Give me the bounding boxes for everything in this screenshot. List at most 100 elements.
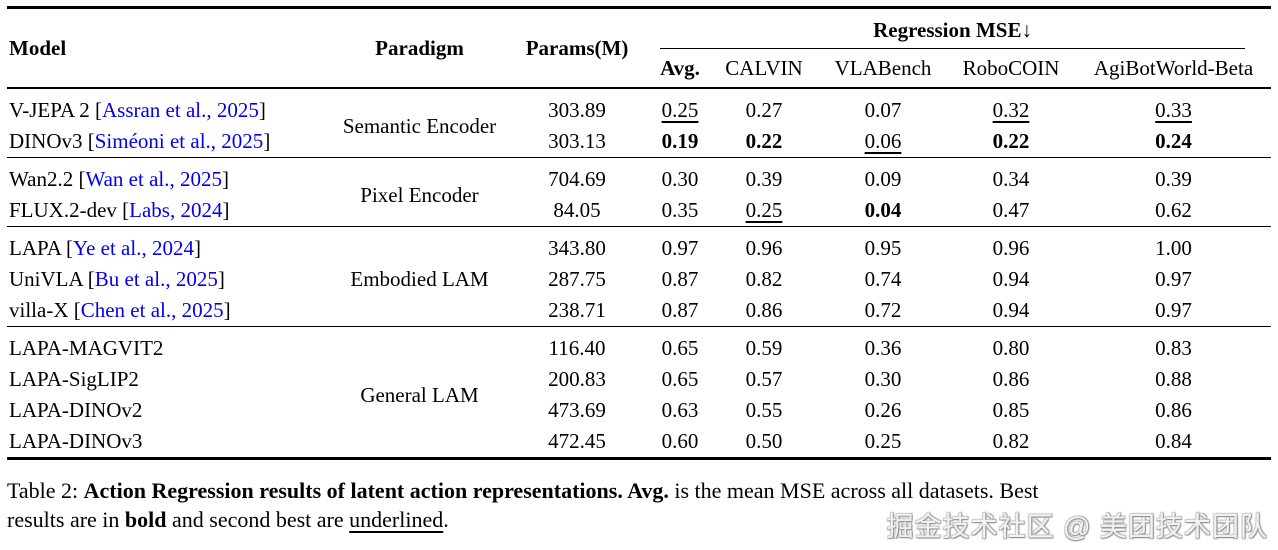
citation-link[interactable]: Chen et al., 2025 <box>80 298 224 322</box>
table-row: UniVLA [Bu et al., 2025] 287.75 0.87 0.8… <box>7 264 1271 295</box>
caption-text: results are in <box>7 507 125 532</box>
mse-value-cell: 0.97 <box>1155 267 1192 291</box>
mse-value-cell: 0.30 <box>864 367 902 391</box>
bracket: ] <box>193 236 201 260</box>
citation-link[interactable]: Assran et al., 2025 <box>101 98 259 122</box>
caption-text: underlined <box>349 507 444 532</box>
mse-value-cell: 0.82 <box>992 429 1030 453</box>
regression-mse-label: Regression MSE↓ <box>660 18 1246 49</box>
caption-text: . <box>443 507 449 532</box>
model-cell: Wan2.2 [Wan et al., 2025] <box>7 157 337 195</box>
mse-value-cell: 0.86 <box>1155 398 1192 422</box>
mse-value-cell: 0.09 <box>820 157 946 195</box>
mse-value-cell: 0.96 <box>708 226 820 264</box>
model-cell: UniVLA [Bu et al., 2025] <box>7 264 337 295</box>
mse-value-cell: 0.65 <box>661 367 699 391</box>
column-header-params: Params(M) <box>525 35 629 60</box>
caption-line-1: Table 2: Action Regression results of la… <box>7 476 1271 505</box>
paradigm-cell: Semantic Encoder <box>342 113 497 138</box>
citation-link[interactable]: Labs, 2024 <box>129 198 223 222</box>
citation-link[interactable]: Wan et al., 2025 <box>85 167 222 191</box>
mse-value-cell: 1.00 <box>1076 226 1272 264</box>
mse-value-cell: 0.59 <box>708 326 820 364</box>
caption-text: and second best are <box>166 507 350 532</box>
mse-value-cell: 0.06 <box>864 129 902 153</box>
mse-value-cell: 0.50 <box>745 429 783 453</box>
params-cell: 704.69 <box>502 157 652 195</box>
mse-value-cell: 0.26 <box>864 398 902 422</box>
mse-value-cell: 0.25 <box>661 98 699 122</box>
params-cell: 84.05 <box>553 198 601 222</box>
params-cell: 287.75 <box>548 267 606 291</box>
model-cell: LAPA-DINOv3 <box>7 426 337 459</box>
mse-value-cell: 0.87 <box>661 298 699 322</box>
caption-text: Action Regression results of latent acti… <box>83 478 669 503</box>
watermark: 掘金技术社区 @ 美团技术团队 <box>886 512 1268 542</box>
params-cell: 473.69 <box>548 398 606 422</box>
mse-value-cell: 0.94 <box>992 267 1030 291</box>
column-group-header-regression-mse: Regression MSE↓ <box>652 8 1271 49</box>
params-cell: 116.40 <box>502 326 652 364</box>
params-cell: 303.13 <box>548 129 606 153</box>
table-row: LAPA [Ye et al., 2024] Embodied LAM 343.… <box>7 226 1272 327</box>
model-name: LAPA [ <box>9 236 73 260</box>
model-cell: LAPA-DINOv2 <box>7 395 337 426</box>
model-cell: FLUX.2-dev [Labs, 2024] <box>7 195 337 227</box>
mse-value-cell: 0.27 <box>745 98 783 122</box>
table-row: LAPA-DINOv2 473.69 0.63 0.55 0.26 0.85 0… <box>7 395 1271 426</box>
bracket: ] <box>258 98 266 122</box>
model-name: LAPA-SigLIP2 <box>9 367 139 391</box>
column-header-robocoin: RoboCOIN <box>962 55 1060 80</box>
params-cell: 238.71 <box>548 298 606 322</box>
table-body: V-JEPA 2 [Assran et al., 2025] Semantic … <box>7 88 1272 459</box>
mse-value-cell: 0.74 <box>864 267 902 291</box>
model-name: UniVLA [ <box>9 267 95 291</box>
mse-value-cell: 0.65 <box>652 326 708 364</box>
caption-line-2: results are in bold and second best are … <box>7 505 1271 534</box>
citation-link[interactable]: Siméoni et al., 2025 <box>94 129 264 153</box>
citation-link[interactable]: Ye et al., 2024 <box>73 236 194 260</box>
mse-value-cell: 0.85 <box>992 398 1030 422</box>
column-header-agibotworld-beta: AgiBotWorld-Beta <box>1093 55 1254 80</box>
mse-value-cell: 0.86 <box>745 298 783 322</box>
params-cell: 303.89 <box>548 98 606 122</box>
model-cell: LAPA-SigLIP2 <box>7 364 337 395</box>
mse-value-cell: 0.62 <box>1155 198 1192 222</box>
mse-value-cell: 0.19 <box>661 129 699 153</box>
mse-value-cell: 0.25 <box>864 429 902 453</box>
citation-link[interactable]: Bu et al., 2025 <box>94 267 218 291</box>
column-header-calvin: CALVIN <box>725 55 803 80</box>
model-name: V-JEPA 2 [ <box>9 98 102 122</box>
mse-value-cell: 0.97 <box>652 226 708 264</box>
column-header-avg: Avg. <box>660 55 700 80</box>
mse-value-cell: 0.07 <box>864 98 902 122</box>
mse-value-cell: 0.80 <box>946 326 1076 364</box>
table-row: LAPA-MAGVIT2 General LAM 116.40 0.65 0.5… <box>7 326 1272 459</box>
caption-text: Table 2: <box>7 478 84 503</box>
model-cell: LAPA [Ye et al., 2024] <box>7 226 337 264</box>
model-name: LAPA-DINOv2 <box>9 398 143 422</box>
table-row: Wan2.2 [Wan et al., 2025] Pixel Encoder … <box>7 157 1272 227</box>
table-row: LAPA-SigLIP2 200.83 0.65 0.57 0.30 0.86 … <box>7 364 1271 395</box>
mse-value-cell: 0.47 <box>992 198 1030 222</box>
table-row: LAPA-DINOv3 472.45 0.60 0.50 0.25 0.82 0… <box>7 426 1271 459</box>
model-cell: LAPA-MAGVIT2 <box>7 326 337 364</box>
bracket: ] <box>221 167 229 191</box>
mse-value-cell: 0.94 <box>992 298 1030 322</box>
mse-value-cell: 0.83 <box>1076 326 1272 364</box>
mse-value-cell: 0.82 <box>745 267 783 291</box>
mse-value-cell: 0.72 <box>864 298 902 322</box>
mse-value-cell: 0.97 <box>1155 298 1192 322</box>
caption-text: bold <box>124 507 167 532</box>
model-name: LAPA-MAGVIT2 <box>9 336 164 360</box>
paradigm-cell: General LAM <box>337 326 502 459</box>
bracket: ] <box>222 198 230 222</box>
caption-text: is the mean MSE across all datasets. Bes… <box>668 478 1039 503</box>
paradigm-cell: Pixel Encoder <box>337 157 502 227</box>
mse-value-cell: 0.55 <box>745 398 783 422</box>
mse-value-cell: 0.33 <box>1155 98 1192 122</box>
params-cell: 200.83 <box>548 367 606 391</box>
mse-value-cell: 0.22 <box>745 129 783 153</box>
params-cell: 343.80 <box>502 226 652 264</box>
table-row: FLUX.2-dev [Labs, 2024] 84.05 0.35 0.25 … <box>7 195 1271 227</box>
